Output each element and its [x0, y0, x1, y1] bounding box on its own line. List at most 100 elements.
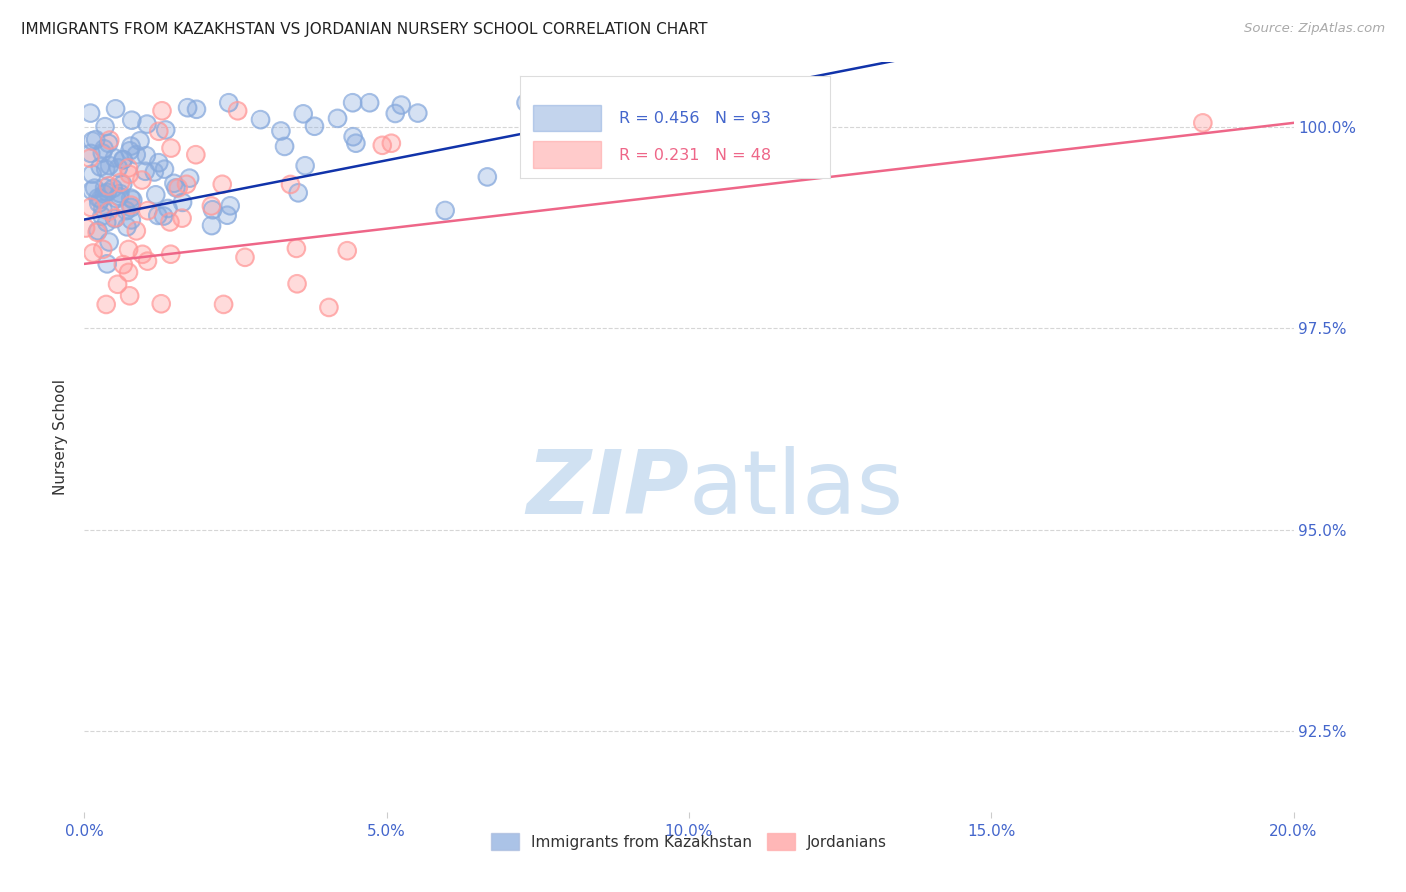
Point [159, 247, 181, 261]
Point [218, 95, 240, 110]
Point [120, 198, 142, 212]
Point [135, 149, 157, 163]
Point [211, 178, 233, 192]
Point [544, 122, 567, 136]
Point [111, 178, 134, 192]
Point [125, 224, 148, 238]
Point [112, 153, 135, 167]
Point [176, 178, 198, 192]
Point [79, 106, 101, 120]
Point [561, 152, 583, 166]
Point [336, 244, 359, 258]
Point [104, 151, 127, 165]
Point [115, 203, 138, 218]
Point [79, 151, 101, 165]
Point [125, 147, 148, 161]
Point [87, 224, 110, 238]
Point [104, 151, 127, 165]
Point [285, 277, 308, 291]
Point [145, 187, 167, 202]
Point [434, 203, 457, 218]
Point [98, 235, 121, 249]
Point [98, 133, 121, 147]
Point [159, 247, 181, 261]
Point [86, 225, 108, 239]
Point [86, 225, 108, 239]
Point [103, 181, 125, 195]
Point [143, 165, 166, 179]
Point [200, 219, 222, 233]
Point [134, 164, 156, 178]
Point [304, 120, 326, 134]
Point [148, 124, 170, 138]
Point [359, 95, 381, 110]
Point [91, 209, 114, 223]
Point [93, 142, 115, 156]
Point [292, 107, 315, 121]
Point [104, 211, 127, 225]
Point [148, 155, 170, 169]
Point [107, 277, 129, 292]
Point [75, 221, 97, 235]
Point [200, 199, 222, 213]
Text: IMMIGRANTS FROM KAZAKHSTAN VS JORDANIAN NURSERY SCHOOL CORRELATION CHART: IMMIGRANTS FROM KAZAKHSTAN VS JORDANIAN … [21, 22, 707, 37]
Point [342, 129, 364, 144]
Point [172, 195, 194, 210]
Point [561, 152, 583, 166]
Point [83, 181, 105, 195]
Point [477, 169, 499, 184]
Point [294, 159, 316, 173]
Point [103, 211, 125, 226]
Point [94, 162, 117, 177]
Point [115, 203, 138, 218]
Point [104, 102, 127, 116]
Point [112, 258, 135, 272]
Point [336, 244, 359, 258]
Point [285, 277, 308, 291]
Point [120, 198, 142, 212]
Point [112, 153, 135, 167]
Point [131, 173, 153, 187]
Point [212, 297, 235, 311]
Point [326, 112, 349, 126]
Point [118, 144, 141, 158]
Point [120, 213, 142, 227]
Point [111, 178, 134, 192]
Point [344, 136, 367, 151]
Point [285, 241, 308, 255]
Point [82, 246, 104, 260]
Point [167, 181, 190, 195]
Point [156, 202, 179, 216]
Point [156, 202, 179, 216]
Point [159, 215, 181, 229]
Point [87, 196, 110, 211]
Point [117, 243, 139, 257]
Point [105, 192, 128, 206]
Point [179, 171, 201, 186]
Point [97, 178, 120, 193]
Point [287, 186, 309, 200]
Point [153, 162, 176, 177]
Point [93, 180, 115, 194]
Point [136, 203, 159, 218]
Point [179, 171, 201, 186]
Point [98, 159, 121, 173]
Point [79, 200, 101, 214]
Point [233, 250, 256, 264]
Point [79, 151, 101, 165]
Point [406, 106, 429, 120]
Point [112, 258, 135, 272]
Point [89, 192, 111, 206]
Point [273, 139, 295, 153]
Point [87, 191, 110, 205]
Point [134, 164, 156, 178]
Point [160, 141, 183, 155]
Point [146, 209, 169, 223]
Point [117, 243, 139, 257]
Point [120, 191, 142, 205]
Legend: Immigrants from Kazakhstan, Jordanians: Immigrants from Kazakhstan, Jordanians [485, 827, 893, 856]
Point [79, 106, 101, 120]
Point [82, 246, 104, 260]
Point [93, 186, 115, 201]
Point [75, 221, 97, 235]
